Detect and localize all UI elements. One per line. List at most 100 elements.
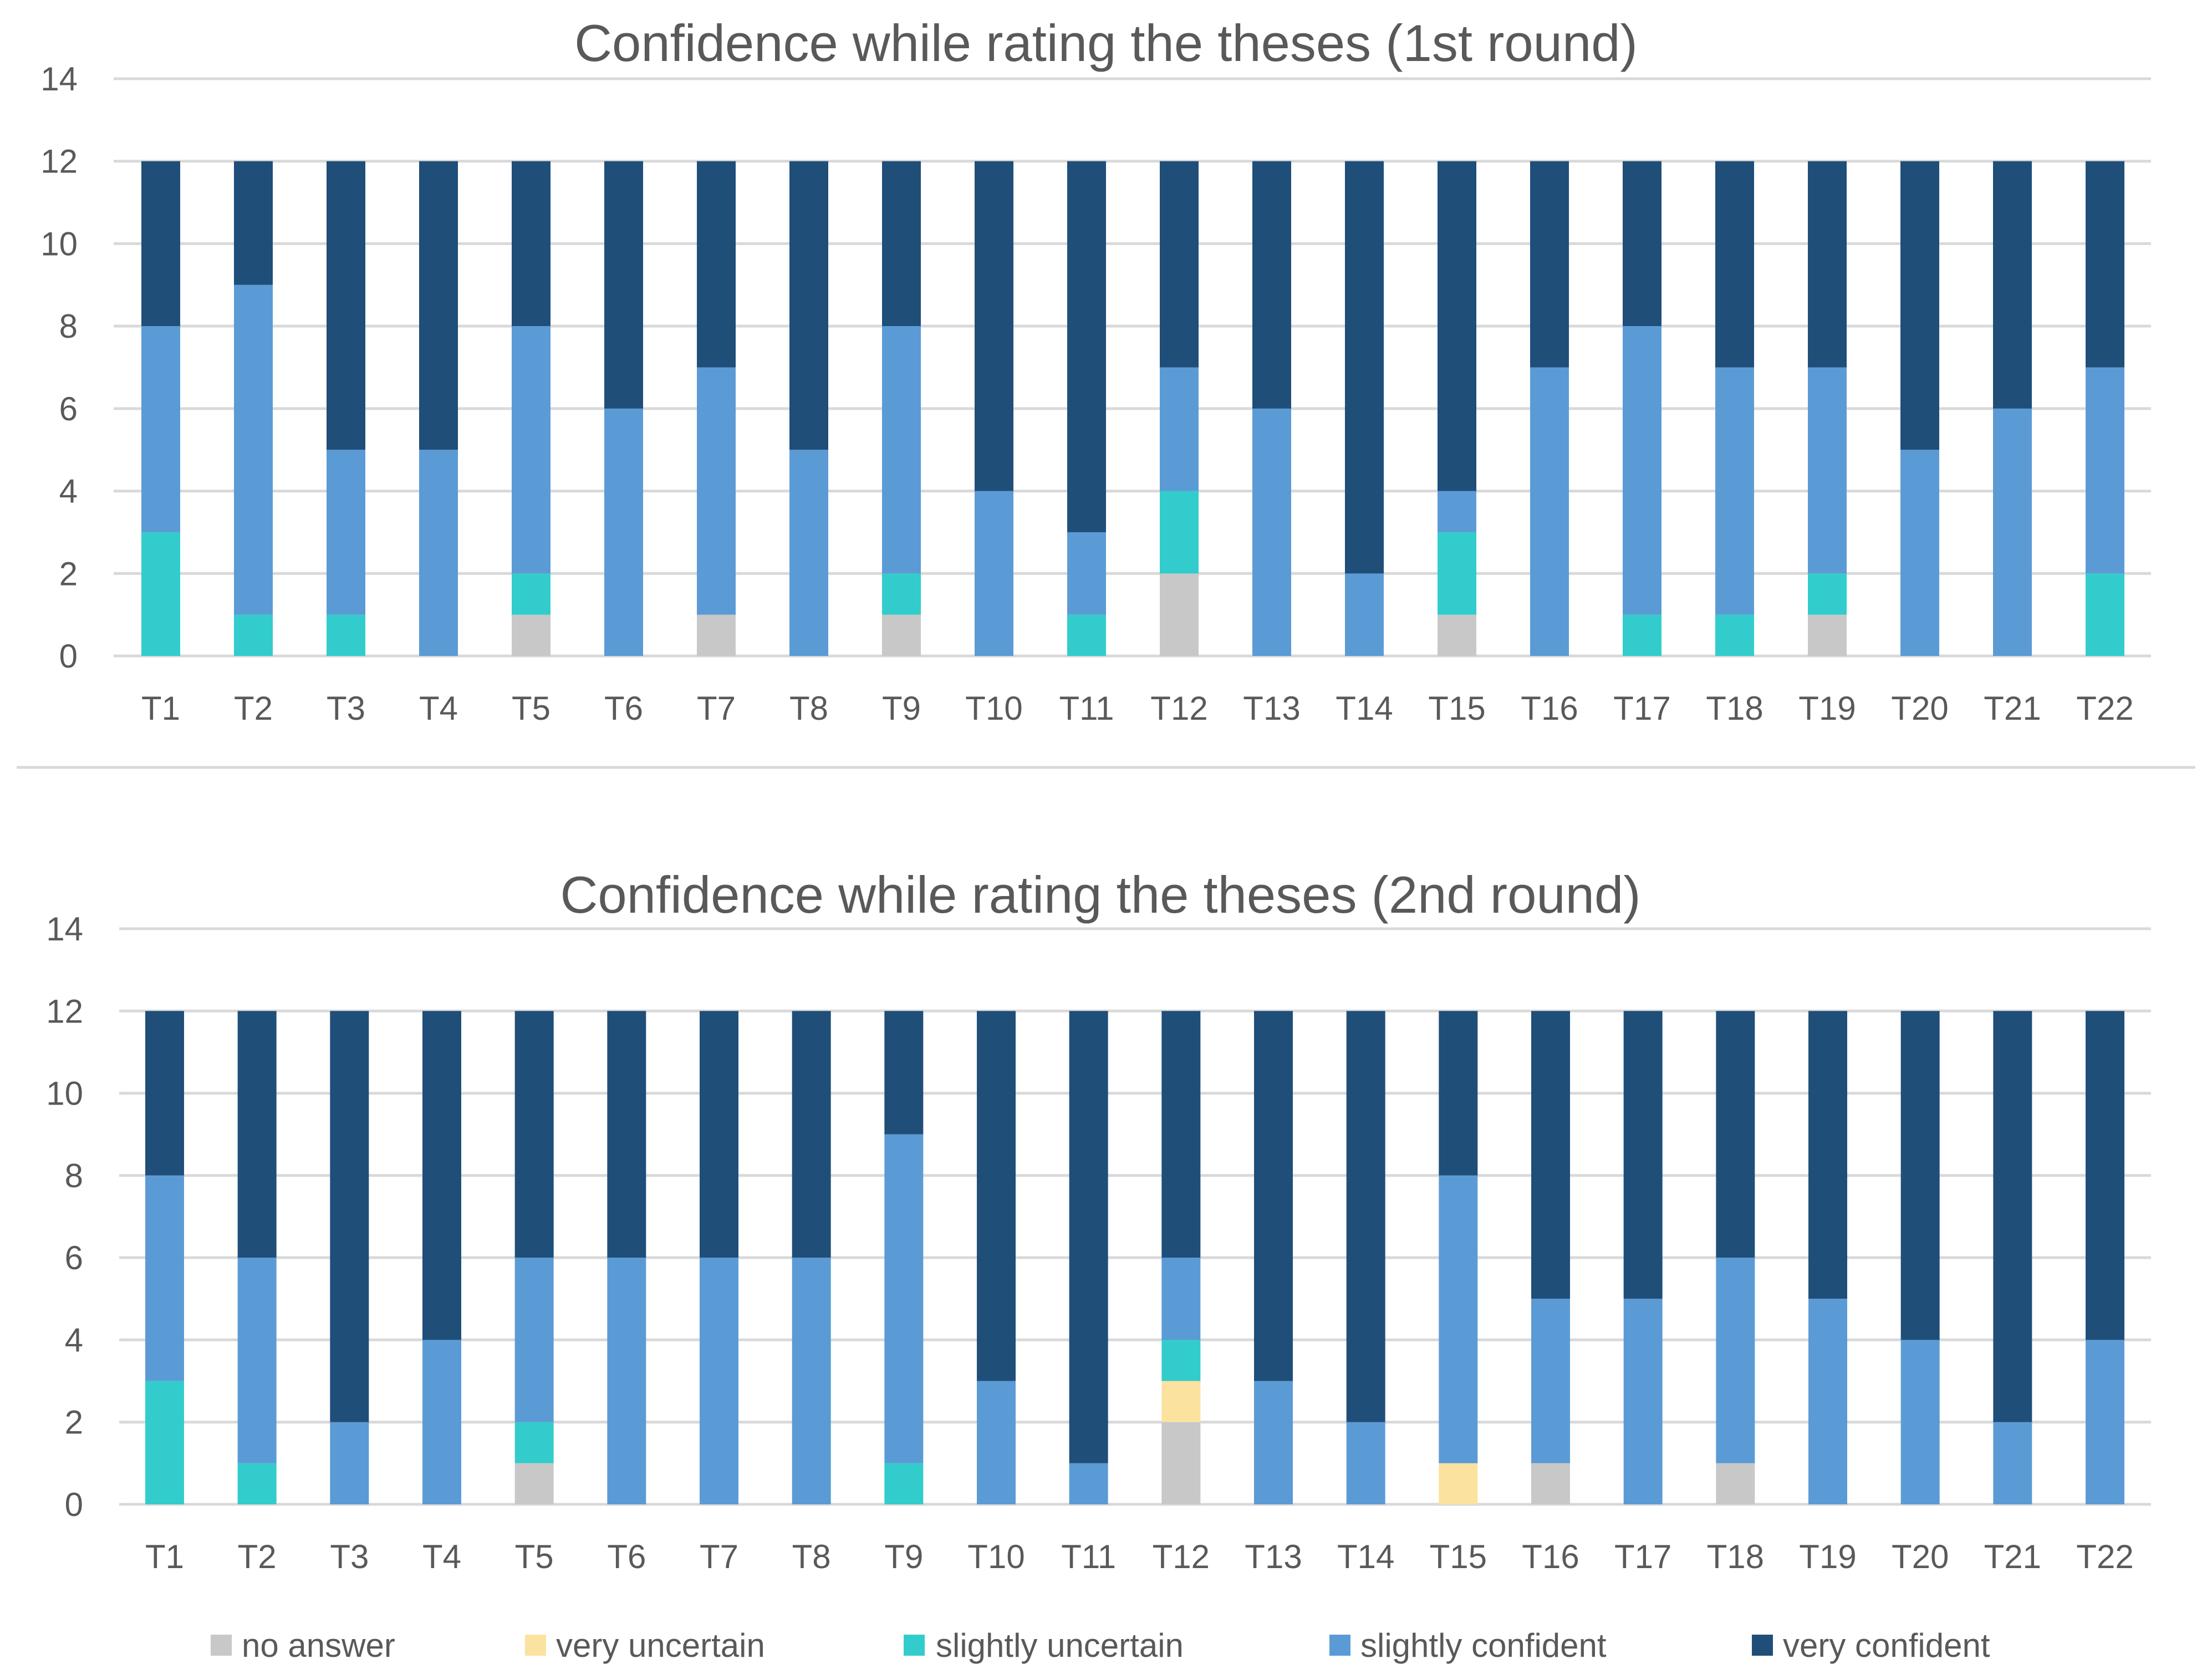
bar-t19-slightly-uncertain: [1808, 573, 1847, 615]
x-tick-label-t1: T1: [141, 690, 180, 727]
bar-stack-t17: [1623, 161, 1661, 656]
x-tick-label-t21: T21: [1984, 690, 2041, 727]
bar-t19-slightly-confident: [1808, 1299, 1847, 1504]
bar-t20-very-confident: [1900, 1011, 1940, 1340]
bar-t16-slightly-confident: [1530, 367, 1569, 656]
x-tick-label-t20: T20: [1892, 1538, 1949, 1575]
x-tick-label-t12: T12: [1153, 1538, 1210, 1575]
chart-round-2: Confidence while rating the theses (2nd …: [46, 866, 2151, 1575]
x-tick-label-t11: T11: [1061, 1538, 1116, 1575]
x-tick-label-t22: T22: [2076, 1538, 2133, 1575]
bar-t20-slightly-confident: [1900, 450, 1939, 656]
bar-t2-very-confident: [234, 161, 273, 285]
bar-t12-slightly-uncertain: [1161, 1340, 1201, 1381]
x-tick-label-t17: T17: [1614, 1538, 1671, 1575]
bar-t11-very-confident: [1069, 1011, 1108, 1463]
bar-stack-t10: [975, 161, 1013, 656]
y-tick-label: 12: [46, 993, 83, 1030]
bar-t3-slightly-confident: [327, 450, 365, 615]
bar-t5-very-confident: [514, 1011, 554, 1258]
bar-t12-very-uncertain: [1161, 1381, 1201, 1422]
bar-stack-t5: [512, 161, 551, 656]
bar-t20-slightly-confident: [1900, 1340, 1940, 1504]
bars-round-2: [145, 1011, 2124, 1504]
bar-stack-t8: [789, 161, 828, 656]
bar-t3-very-confident: [330, 1011, 369, 1422]
bar-stack-t12: [1161, 1011, 1201, 1504]
bar-t2-very-confident: [237, 1011, 277, 1258]
bar-t16-slightly-confident: [1531, 1299, 1570, 1463]
x-tick-label-t7: T7: [700, 1538, 738, 1575]
x-axis-round-2: T1 T2 T3 T4 T5 T6 T7 T8 T9 T10 T11 T12 T13 T14 T15 T16 T…: [145, 1538, 2134, 1575]
bar-t8-very-confident: [792, 1011, 831, 1258]
bar-t14-slightly-confident: [1345, 573, 1384, 656]
bar-t1-slightly-confident: [141, 326, 180, 532]
x-tick-label-t5: T5: [512, 690, 551, 727]
bar-t2-slightly-confident: [237, 1258, 277, 1463]
chart-title-round-2: Confidence while rating the theses (2nd …: [560, 866, 1640, 924]
bar-t12-slightly-confident: [1160, 367, 1199, 491]
y-axis-round-1: 0 2 4 6 8 10 12 14: [40, 60, 78, 675]
x-tick-label-t2: T2: [234, 690, 273, 727]
legend: no answer very uncertain slightly uncert…: [211, 1627, 1990, 1664]
legend-label-no-answer: no answer: [242, 1627, 395, 1664]
bar-t7-slightly-confident: [700, 1258, 738, 1504]
y-tick-label: 0: [59, 638, 78, 675]
bar-t9-slightly-confident: [884, 1134, 924, 1463]
bar-t12-no-answer: [1160, 573, 1199, 656]
bar-stack-t18: [1715, 161, 1754, 656]
bar-t15-very-confident: [1439, 1011, 1478, 1176]
bar-stack-t15: [1438, 161, 1476, 656]
bar-t21-very-confident: [1993, 161, 2032, 409]
bar-t7-very-confident: [697, 161, 736, 368]
bar-stack-t11: [1067, 161, 1106, 656]
bar-t7-no-answer: [697, 614, 736, 656]
x-tick-label-t4: T4: [422, 1538, 461, 1575]
x-tick-label-t6: T6: [604, 690, 643, 727]
bar-t18-very-confident: [1715, 161, 1754, 368]
bar-t5-no-answer: [512, 614, 551, 656]
legend-item-slightly-confident: slightly confident: [1329, 1627, 1607, 1664]
bar-t11-slightly-uncertain: [1067, 614, 1106, 656]
bar-t15-slightly-confident: [1439, 1175, 1478, 1463]
bar-t22-slightly-uncertain: [2086, 573, 2124, 656]
legend-item-very-uncertain: very uncertain: [525, 1627, 765, 1664]
bar-t21-slightly-confident: [1993, 1422, 2032, 1504]
bar-t6-very-confident: [604, 161, 643, 409]
bar-stack-t17: [1623, 1011, 1663, 1504]
y-tick-label: 14: [46, 910, 83, 948]
bar-stack-t8: [792, 1011, 831, 1504]
bar-t6-slightly-confident: [604, 408, 643, 656]
legend-swatch-slightly-uncertain: [904, 1635, 925, 1656]
bar-t19-no-answer: [1808, 614, 1847, 656]
bar-t13-slightly-confident: [1254, 1381, 1293, 1504]
bar-t5-slightly-uncertain: [514, 1422, 554, 1463]
x-tick-label-t9: T9: [882, 690, 921, 727]
y-tick-label: 14: [40, 60, 78, 98]
bar-t2-slightly-confident: [234, 284, 273, 615]
bar-t7-slightly-confident: [697, 367, 736, 615]
bar-t17-slightly-confident: [1623, 1299, 1663, 1504]
bar-stack-t14: [1345, 161, 1384, 656]
bar-stack-t12: [1160, 161, 1199, 656]
legend-label-very-confident: very confident: [1783, 1627, 1990, 1664]
bar-t17-slightly-confident: [1623, 326, 1661, 615]
bar-t2-slightly-uncertain: [237, 1463, 277, 1504]
y-tick-label: 6: [59, 390, 78, 428]
bar-t15-very-uncertain: [1439, 1463, 1478, 1504]
bar-t22-very-confident: [2086, 161, 2124, 368]
bar-t17-very-confident: [1623, 161, 1661, 327]
y-tick-label: 6: [65, 1239, 83, 1276]
bars-round-1: [141, 161, 2124, 656]
bar-t10-slightly-confident: [977, 1381, 1016, 1504]
bar-t12-very-confident: [1160, 161, 1199, 368]
bar-t12-slightly-uncertain: [1160, 491, 1199, 574]
x-tick-label-t10: T10: [967, 1538, 1025, 1575]
legend-swatch-slightly-confident: [1329, 1635, 1350, 1656]
bar-t12-very-confident: [1161, 1011, 1201, 1258]
y-axis-round-2: 0 2 4 6 8 10 12 14: [46, 910, 83, 1523]
bar-t1-slightly-uncertain: [141, 532, 180, 656]
bar-t12-slightly-confident: [1161, 1258, 1201, 1340]
bar-t15-slightly-uncertain: [1438, 532, 1476, 615]
